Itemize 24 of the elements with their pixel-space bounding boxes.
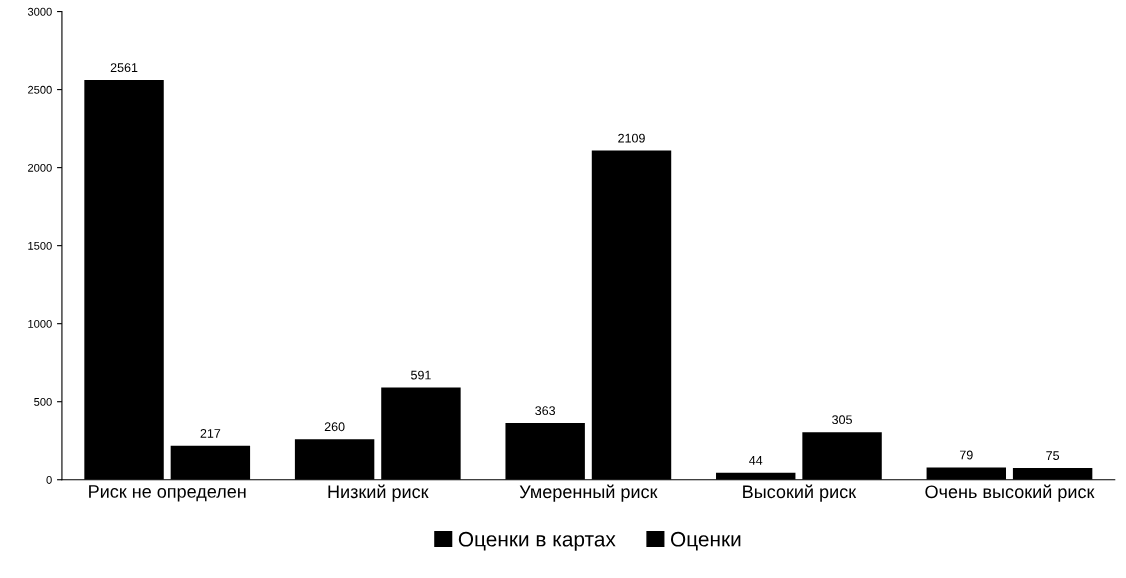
y-tick-label: 1500 — [28, 241, 52, 250]
y-tick-label: 3000 — [27, 7, 52, 16]
x-tick-label: Умеренный риск — [519, 484, 658, 502]
y-tick-label: 0 — [46, 476, 52, 484]
data-label: 2561 — [110, 63, 138, 73]
data-label: 217 — [200, 429, 221, 438]
data-label: 44 — [749, 456, 763, 465]
data-label: 2109 — [618, 133, 645, 143]
x-tick-label: Риск не определен — [89, 485, 246, 502]
data-label: 591 — [411, 370, 431, 380]
data-label: 363 — [535, 406, 556, 416]
y-tick-label: 1000 — [28, 319, 52, 328]
y-tick-label: 2500 — [28, 85, 52, 94]
x-tick-label: Очень высокий риск — [925, 484, 1095, 502]
x-tick-label: Высокий риск — [743, 484, 857, 502]
data-label: 75 — [1046, 451, 1060, 461]
legend-label: Оценки в картах — [458, 531, 616, 551]
legend-label: Оценки — [670, 531, 741, 551]
x-tick-label: Низкий риск — [328, 484, 429, 502]
y-tick-label: 500 — [34, 397, 52, 406]
data-label: 79 — [959, 450, 973, 460]
data-label: 305 — [832, 415, 852, 425]
data-label: 260 — [324, 422, 345, 432]
y-tick-label: 2000 — [28, 163, 52, 172]
